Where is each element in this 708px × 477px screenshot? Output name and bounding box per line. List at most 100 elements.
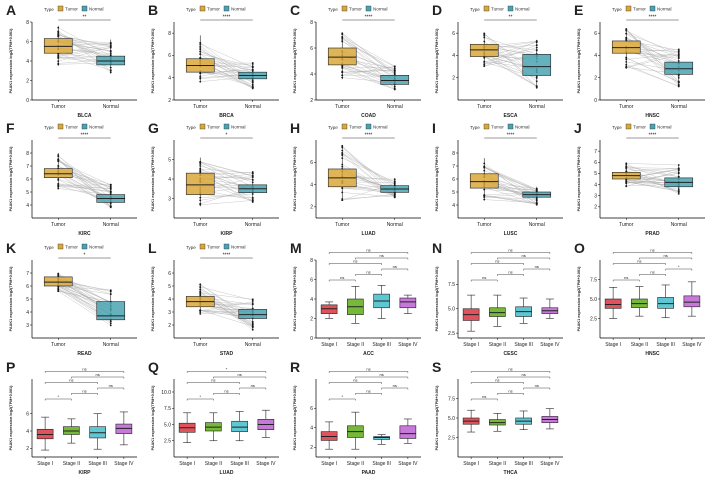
legend-swatch-normal	[223, 5, 230, 12]
panel-label-N: N	[432, 240, 442, 256]
sig-label: ns	[251, 383, 255, 388]
sig-label: *	[226, 367, 228, 372]
x-tick-label: Normal	[529, 104, 545, 110]
legend-swatch-tumor	[483, 5, 490, 12]
panel-label-E: E	[574, 2, 583, 18]
box-stage-iv	[399, 425, 417, 439]
sig-label: ****	[649, 15, 657, 21]
legend-title: Type	[44, 245, 54, 250]
panel-G: G Type Tumor Normal 3 4 5 PAAK1 expression log2…	[148, 120, 279, 237]
y-tick-label: 7	[26, 164, 29, 170]
y-tick-label: 0	[26, 98, 29, 104]
panel-label-M: M	[290, 240, 302, 256]
sig-label: ****	[223, 253, 231, 259]
paired-line	[58, 178, 111, 197]
paired-line	[342, 69, 395, 73]
y-axis-title: PAAK1 expression log2(TPM+0.001)	[435, 28, 439, 94]
legend-label-normal: Normal	[89, 245, 104, 250]
x-tick-label: Normal	[245, 104, 261, 110]
panel-I: I Type Tumor Normal 4 5 6 7 8 PAAK1 expression lo…	[432, 120, 563, 237]
box-normal	[380, 75, 410, 85]
x-tick-label: Stage II	[347, 461, 364, 467]
sig-label: ns	[82, 389, 86, 394]
x-tick-label: Stage II	[63, 461, 80, 467]
panel-H: H Type Tumor Normal 2 4 6 PAAK1 expression log2…	[290, 120, 421, 237]
sig-label: ns	[366, 367, 370, 372]
y-tick-label: 4	[168, 177, 171, 183]
paired-line	[200, 162, 253, 183]
paired-line	[200, 69, 253, 74]
paired-line	[342, 66, 395, 89]
legend-label-tumor: Tumor	[349, 7, 362, 12]
paired-line	[626, 167, 679, 169]
y-tick-label: 6	[452, 177, 455, 183]
paired-line	[200, 194, 253, 198]
paired-line	[58, 53, 111, 71]
sig-label: ns	[482, 275, 486, 280]
x-tick-label: Stage IV	[540, 461, 560, 467]
x-tick-label: Stage IV	[682, 342, 702, 348]
paired-line	[58, 183, 111, 189]
y-tick-label: 3	[594, 194, 597, 200]
panel-K: K Type Tumor Normal 3 4 5 6 7 PAAK1 expression lo…	[6, 240, 137, 357]
legend-swatch-tumor	[199, 243, 206, 250]
x-tick-label: Normal	[103, 104, 119, 110]
x-tick-label: Normal	[387, 222, 403, 228]
y-tick-label: 0	[594, 98, 597, 104]
paired-line	[200, 165, 253, 180]
y-tick-label: 6	[168, 271, 171, 277]
y-tick-label: 4	[168, 297, 171, 303]
y-tick-label: 8	[26, 151, 29, 157]
sig-label: ****	[365, 133, 373, 139]
legend-swatch-normal	[81, 5, 88, 12]
sig-label: ns	[664, 253, 668, 258]
x-tick-label: Tumor	[51, 104, 66, 110]
sig-label: ns	[353, 378, 357, 383]
x-tick-label: Stage III	[88, 461, 107, 467]
sig-label: ns	[650, 248, 654, 253]
paired-line	[626, 163, 679, 166]
x-tick-label: Stage IV	[540, 342, 560, 348]
y-tick-label: 8	[452, 151, 455, 157]
box-normal	[664, 61, 694, 75]
panel-F: F Type Tumor Normal 4 5 6 7 8 PAAK1 expression lo…	[6, 120, 137, 237]
legend-label-tumor: Tumor	[65, 7, 78, 12]
legend-swatch-normal	[507, 123, 514, 130]
legend-swatch-normal	[223, 123, 230, 130]
paired-line	[200, 289, 253, 314]
y-tick-label: 7.5	[164, 406, 171, 412]
x-tick-label: Stage I	[37, 461, 53, 467]
x-tick-label: Stage I	[463, 461, 479, 467]
x-tick-label: Stage IV	[398, 461, 418, 467]
x-tick-label: Stage II	[205, 461, 222, 467]
box-tumor	[611, 40, 641, 54]
legend-title: Type	[186, 245, 196, 250]
box-normal	[238, 309, 268, 319]
paired-line	[484, 186, 537, 205]
y-tick-label: 7.5	[590, 277, 597, 283]
sig-label: ****	[507, 133, 515, 139]
y-axis-title: PAAK1 expression log2(TPM+0.001)	[293, 266, 297, 332]
paired-line	[484, 166, 537, 196]
paired-line	[484, 55, 537, 87]
legend-swatch-normal	[365, 5, 372, 12]
y-tick-label: 4	[26, 59, 29, 65]
panel-C: C Type Tumor Normal 2 4 6 8 PAAK1 expression log…	[290, 2, 421, 119]
panel-label-R: R	[290, 359, 300, 375]
y-tick-label: 6	[594, 160, 597, 166]
legend-label-tumor: Tumor	[633, 125, 646, 130]
paired-line	[200, 310, 253, 327]
x-tick-label: Stage III	[372, 342, 391, 348]
y-tick-label: 6	[26, 39, 29, 45]
panel-D: D Type Tumor Normal 2 4 6 PAAK1 expression log2…	[432, 2, 563, 119]
y-axis-title: PAAK1 expression log2(TPM+0.001)	[9, 266, 13, 332]
y-tick-label: 2	[310, 316, 313, 322]
paired-line	[200, 53, 253, 67]
y-tick-label: 6	[310, 277, 313, 283]
x-axis-title: KIRP	[221, 231, 234, 237]
x-tick-label: Stage IV	[398, 342, 418, 348]
paired-line	[484, 33, 537, 87]
x-tick-label: Stage III	[372, 461, 391, 467]
x-tick-label: Tumor	[51, 222, 66, 228]
